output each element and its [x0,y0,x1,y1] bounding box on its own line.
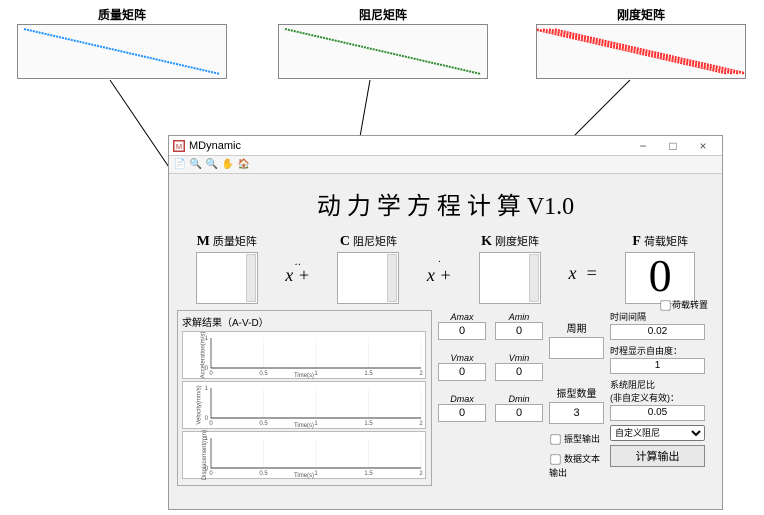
load-transpose-check[interactable]: 荷载转置 [659,298,708,312]
mass-matrix-box: M质量矩阵 [196,233,258,304]
x-double-dot: ‥x + [283,251,312,286]
dmin-label: Dmin [495,394,543,404]
svg-text:1: 1 [205,436,209,442]
timestep-value[interactable]: 0.02 [610,324,705,340]
svg-text:0: 0 [205,366,209,372]
settings-column: 时间间隔 0.02 时程显示自由度： 1 系统阻尼比(非自定义有效)： 0.05… [610,310,705,486]
amax-value[interactable]: 0 [438,322,486,340]
amax-label: Amax [438,312,486,322]
stiff-matrix-box: K刚度矩阵 [479,233,541,304]
damping-select[interactable]: 自定义阻尼 [610,425,705,441]
app-window: M MDynamic − □ × 📄 🔍 🔍 ✋ 🏠 动 力 学 方 程 计 算… [168,135,723,510]
svg-text:1: 1 [205,386,209,392]
period-label: 周期 [549,320,604,335]
displacement-chart: Displacement(mm)Time(s)00.511.5210 [182,431,426,479]
svg-text:1.5: 1.5 [364,421,373,427]
window-title: MDynamic [189,140,241,152]
mode-output-label: 振型输出 [564,434,600,444]
svg-text:M: M [176,142,182,151]
damp-matrix-label: 阻尼矩阵 [278,6,488,23]
mode-count-label: 振型数量 [549,385,604,400]
load-matrix-display[interactable]: 0 [625,252,695,304]
svg-text:0: 0 [209,371,213,377]
svg-text:1: 1 [314,471,318,477]
svg-text:1.5: 1.5 [364,471,373,477]
minimize-button[interactable]: − [628,139,658,153]
svg-text:1: 1 [314,371,318,377]
app-title: 动 力 学 方 程 计 算 V1.0 [177,186,714,221]
svg-text:0: 0 [205,416,209,422]
vmin-value[interactable]: 0 [495,363,543,381]
dmin-value[interactable]: 0 [495,404,543,422]
stiff-matrix-label: 刚度矩阵 [536,6,746,23]
svg-text:0: 0 [209,421,213,427]
mass-matrix-caption: 质量矩阵 [213,236,257,248]
results-group: 求解结果（A-V-D） Acceleration(m/s)Time(s)00.5… [177,310,432,486]
svg-text:2: 2 [419,471,423,477]
damp-matrix-preview [278,24,488,79]
stiff-matrix-preview [536,24,746,79]
svg-text:2: 2 [419,421,423,427]
extrema-column: Amax0Amin0 Vmax0Vmin0 Dmax0Dmin0 [438,310,543,486]
zoom-in-icon[interactable]: 🔍 [189,157,203,171]
maximize-button[interactable]: □ [658,139,688,153]
results-label: 求解结果（A-V-D） [182,314,427,329]
stiff-matrix-input[interactable] [479,252,541,304]
x-dot: ·x + [425,251,454,286]
svg-text:0.5: 0.5 [259,371,268,377]
mode-output-check[interactable]: 振型输出 [549,432,604,446]
calculate-button[interactable]: 计算输出 [610,445,705,467]
new-icon[interactable]: 📄 [173,157,187,171]
x-term: x = [567,253,600,284]
svg-text:1: 1 [314,421,318,427]
damp-matrix-input[interactable] [337,252,399,304]
vmax-label: Vmax [438,353,486,363]
load-matrix-box: F荷载矩阵 0 [625,233,695,304]
damping-value[interactable]: 0.05 [610,405,705,421]
period-value[interactable] [549,337,604,359]
vmax-value[interactable]: 0 [438,363,486,381]
svg-text:0.5: 0.5 [259,421,268,427]
damping-label: 系统阻尼比(非自定义有效)： [610,378,705,404]
mass-matrix-label: 质量矩阵 [17,6,227,23]
svg-text:1: 1 [205,336,209,342]
damp-matrix-box: C阻尼矩阵 [337,233,399,304]
svg-text:0.5: 0.5 [259,471,268,477]
home-icon[interactable]: 🏠 [237,157,251,171]
vmin-label: Vmin [495,353,543,363]
pan-icon[interactable]: ✋ [221,157,235,171]
mass-matrix-input[interactable] [196,252,258,304]
svg-text:0: 0 [205,466,209,472]
load-matrix-caption: 荷载矩阵 [644,236,688,248]
svg-text:0: 0 [209,471,213,477]
titlebar: M MDynamic − □ × [169,136,722,156]
dof-label: 时程显示自由度： [610,344,705,357]
text-output-check[interactable]: 数据文本输出 [549,452,604,479]
zoom-out-icon[interactable]: 🔍 [205,157,219,171]
toolbar: 📄 🔍 🔍 ✋ 🏠 [169,156,722,174]
stiff-matrix-caption: 刚度矩阵 [495,236,539,248]
close-button[interactable]: × [688,139,718,153]
dmax-value[interactable]: 0 [438,404,486,422]
app-icon: M [173,140,185,152]
svg-text:1.5: 1.5 [364,371,373,377]
dof-value[interactable]: 1 [610,358,705,374]
equation-row: M质量矩阵 ‥x + C阻尼矩阵 ·x + K刚度矩阵 x = F荷载矩阵 0 [177,233,714,304]
mode-count-value[interactable]: 3 [549,402,604,424]
period-column: 周期 振型数量 3 振型输出 数据文本输出 [549,310,604,486]
acceleration-chart: Acceleration(m/s)Time(s)00.511.5210 [182,331,426,379]
dmax-label: Dmax [438,394,486,404]
damp-matrix-caption: 阻尼矩阵 [353,236,397,248]
velocity-chart: Velocity(mm/s)Time(s)00.511.5210 [182,381,426,429]
mass-matrix-preview [17,24,227,79]
amin-label: Amin [495,312,543,322]
load-transpose-label: 荷载转置 [672,300,708,310]
svg-text:2: 2 [419,371,423,377]
amin-value[interactable]: 0 [495,322,543,340]
